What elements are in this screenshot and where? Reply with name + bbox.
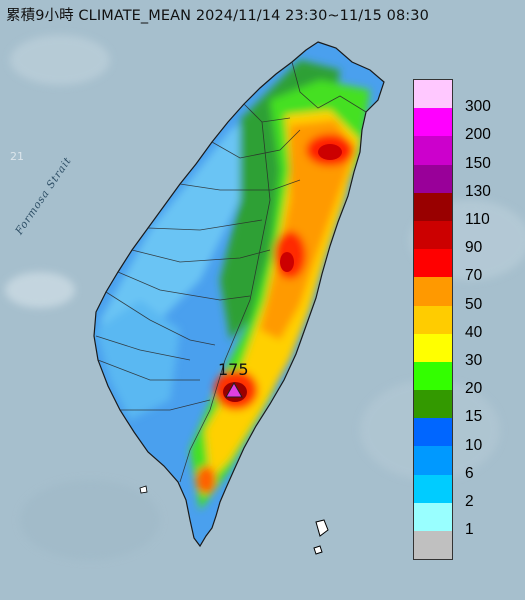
legend-swatch — [414, 390, 452, 419]
map-title: 累積9小時 CLIMATE_MEAN 2024/11/14 23:30~11/1… — [6, 8, 429, 24]
legend-swatch — [414, 446, 452, 475]
legend-swatch — [414, 333, 452, 362]
legend-label: 150 — [465, 154, 491, 172]
legend-label: 15 — [465, 408, 483, 426]
triangle-marker-icon — [225, 381, 243, 398]
peak-value-label: 175 — [218, 360, 249, 379]
legend-label: 6 — [465, 464, 474, 482]
legend-label: 200 — [465, 126, 491, 144]
legend-label: 20 — [465, 380, 483, 398]
legend-swatch — [414, 164, 452, 193]
county-boundaries — [95, 61, 367, 483]
legend-label: 110 — [465, 211, 490, 228]
color-legend — [413, 79, 453, 561]
legend-swatch — [414, 192, 452, 221]
legend-swatch — [414, 531, 452, 560]
legend-label: 10 — [465, 436, 483, 454]
coord-label: 21 — [10, 150, 24, 163]
legend-label: 130 — [465, 182, 491, 200]
islands — [139, 485, 329, 555]
legend-label: 40 — [465, 323, 483, 341]
legend-swatch — [414, 418, 452, 447]
legend-swatch — [414, 108, 452, 137]
legend-label: 50 — [465, 295, 483, 313]
legend-label: 70 — [465, 267, 483, 285]
legend-swatch — [414, 361, 452, 391]
legend-label: 2 — [465, 493, 474, 510]
legend-swatch — [414, 80, 452, 109]
legend-swatch — [414, 249, 452, 278]
legend-label: 300 — [465, 98, 491, 116]
legend-swatch — [414, 305, 452, 334]
legend-swatch — [414, 136, 452, 165]
legend-label: 90 — [465, 239, 483, 257]
legend-swatch — [414, 220, 452, 250]
legend-swatch — [414, 277, 452, 306]
legend-swatch — [414, 502, 452, 531]
cloud-texture — [5, 35, 525, 560]
legend-label: 30 — [465, 352, 483, 369]
legend-swatch — [414, 474, 452, 503]
legend-label: 1 — [465, 521, 474, 539]
